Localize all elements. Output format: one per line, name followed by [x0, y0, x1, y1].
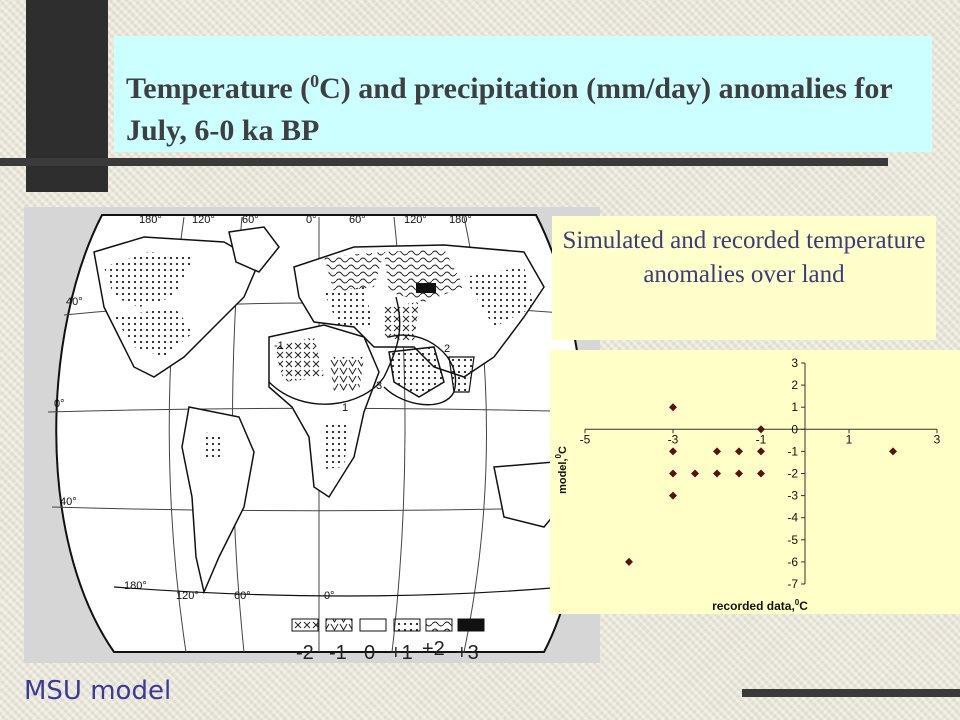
x-tick-label: -3 — [668, 432, 679, 446]
x-tick-label: -1 — [756, 432, 767, 446]
data-point — [691, 469, 699, 478]
slide-title: Temperature (0C) and precipitation (mm/d… — [126, 71, 893, 147]
map-legend-value: +1 — [390, 642, 413, 663]
map-lon-label: 180° — [124, 580, 147, 592]
data-point — [713, 447, 721, 456]
y-tick-label: 0 — [791, 422, 798, 436]
map-lon-label: 0° — [324, 590, 335, 602]
title-box: Temperature (0C) and precipitation (mm/d… — [114, 36, 932, 152]
x-axis-label: recorded data,0C — [712, 598, 808, 613]
map-legend-value: -2 — [296, 642, 314, 663]
y-tick-label: -7 — [787, 577, 798, 591]
y-axis-label: model,0C — [554, 446, 569, 494]
y-tick-label: -4 — [787, 511, 798, 525]
data-point — [713, 469, 721, 478]
map-lon-label: 120° — [192, 214, 215, 226]
map-legend-value: 0 — [364, 642, 375, 663]
chart-subtitle-box: Simulated and recorded temperature anoma… — [552, 216, 936, 340]
map-legend-value: -1 — [329, 642, 347, 663]
data-point — [757, 447, 765, 456]
y-tick-label: -5 — [787, 533, 798, 547]
data-point — [669, 403, 677, 412]
data-point — [735, 447, 743, 456]
scatter-chart-panel: -5 -3 -1 1 3 3 2 1 0 -1 -2 -3 -4 -5 -6 -7 recorded dat… — [550, 350, 960, 614]
map-lat-label: 40° — [66, 296, 83, 308]
y-tick-label: 3 — [791, 356, 798, 370]
map-lon-label: 60° — [349, 214, 366, 226]
scatter-chart: -5 -3 -1 1 3 3 2 1 0 -1 -2 -3 -4 -5 -6 -7 recorded dat… — [554, 356, 941, 613]
map-lon-label: 60° — [242, 214, 259, 226]
map-legend — [291, 618, 485, 632]
map-legend-value: +2 — [422, 638, 445, 660]
data-point — [735, 469, 743, 478]
y-tick-label: -1 — [787, 444, 798, 458]
world-map: 180° 120° 60° 0° 60° 120° 180° 180° 120°… — [47, 214, 595, 663]
y-tick-label: -2 — [787, 467, 798, 481]
data-point — [669, 447, 677, 456]
y-tick-label: -6 — [787, 555, 798, 569]
data-point — [757, 469, 765, 478]
map-legend-value: +3 — [456, 642, 479, 663]
map-lon-label: 0° — [306, 214, 317, 226]
landmass-south-america — [181, 406, 255, 595]
y-tick-label: 2 — [791, 378, 798, 392]
map-lat-label: 0° — [54, 398, 65, 410]
landmass-greenland — [228, 226, 280, 273]
data-point — [625, 557, 633, 566]
map-lon-label: 60° — [234, 590, 251, 602]
map-contour-label: 3 — [376, 380, 382, 392]
map-contour-label: 2 — [444, 343, 450, 355]
accent-bar-bottom-right — [742, 689, 960, 697]
map-lon-label: 180° — [139, 214, 162, 226]
x-tick-label: -5 — [580, 432, 591, 446]
map-lat-label: 40° — [60, 496, 77, 508]
world-map-panel: 180° 120° 60° 0° 60° 120° 180° 180° 120°… — [24, 207, 600, 663]
map-lon-label: 180° — [449, 214, 472, 226]
footer-label: MSU model — [24, 676, 172, 706]
landmass-arabia — [388, 346, 445, 398]
map-lon-label: 120° — [404, 214, 427, 226]
x-tick-label: 1 — [846, 432, 853, 446]
map-lon-label: 120° — [176, 590, 199, 602]
x-tick-label: 3 — [934, 432, 941, 446]
chart-subtitle: Simulated and recorded temperature anoma… — [562, 227, 926, 288]
data-point — [669, 469, 677, 478]
map-contour-label: 1 — [342, 402, 348, 414]
data-point — [757, 425, 765, 434]
accent-bar-horizontal — [0, 158, 888, 166]
data-point — [669, 491, 677, 500]
map-contour-label: -1 — [274, 340, 284, 352]
data-point — [889, 447, 897, 456]
y-tick-label: 1 — [791, 400, 798, 414]
y-tick-label: -3 — [787, 489, 798, 503]
